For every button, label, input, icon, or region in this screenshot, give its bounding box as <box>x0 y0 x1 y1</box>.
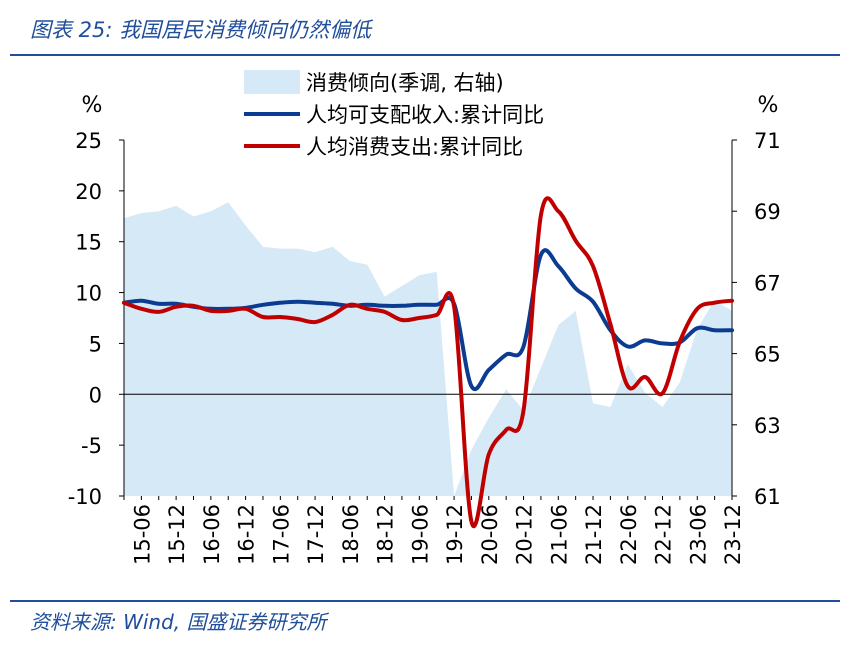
right-tick-label: 67 <box>754 271 781 295</box>
right-tick-label: 65 <box>754 343 781 367</box>
right-tick-label: 61 <box>754 485 781 509</box>
left-tick-label: 20 <box>75 180 102 204</box>
left-tick-label: -5 <box>81 434 102 458</box>
x-tick-label: 23-12 <box>721 504 745 565</box>
right-tick-label: 71 <box>754 129 781 153</box>
x-tick-label: 22-12 <box>652 504 676 565</box>
left-tick-label: 15 <box>75 231 102 255</box>
right-tick-label: 63 <box>754 414 781 438</box>
right-tick-label: 69 <box>754 200 781 224</box>
x-tick-label: 23-06 <box>686 504 710 565</box>
legend-label: 消费倾向(季调, 右轴) <box>306 71 504 95</box>
source-note: 资料来源: Wind, 国盛证券研究所 <box>30 610 327 634</box>
x-tick-label: 18-06 <box>339 504 363 565</box>
x-tick-label: 20-12 <box>513 504 537 565</box>
x-tick-label: 16-12 <box>235 504 259 565</box>
x-tick-label: 21-12 <box>582 504 606 565</box>
x-tick-label: 15-06 <box>130 504 154 565</box>
line-series-1 <box>122 248 734 391</box>
x-tick-label: 21-06 <box>547 504 571 565</box>
axes-layer: 25 20 15 10 5 0 -5 -10 71 69 67 65 63 61 15-06 15-12 16-… <box>68 129 781 565</box>
title-divider <box>10 54 840 56</box>
left-tick-label: 5 <box>89 332 102 356</box>
x-tick-label: 22-06 <box>617 504 641 565</box>
left-axis-unit: % <box>82 93 103 118</box>
area-series-layer <box>124 202 732 497</box>
right-axis-unit: % <box>758 93 779 118</box>
line-series-layer <box>122 196 734 528</box>
figure-title: 图表 25: 我国居民消费倾向仍然偏低 <box>30 18 372 42</box>
legend-label: 人均可支配收入:累计同比 <box>306 103 544 127</box>
x-tick-label: 20-06 <box>478 504 502 565</box>
legend-label: 人均消费支出:累计同比 <box>306 135 523 159</box>
x-tick-label: 18-12 <box>374 504 398 565</box>
left-tick-label: 25 <box>75 129 102 153</box>
area-series-0 <box>124 202 732 497</box>
left-tick-label: -10 <box>68 485 102 509</box>
legend-swatch-area <box>244 70 300 94</box>
source-divider <box>10 600 840 602</box>
left-tick-label: 10 <box>75 282 102 306</box>
left-tick-label: 0 <box>89 383 102 407</box>
x-tick-label: 17-06 <box>269 504 293 565</box>
chart: 25 20 15 10 5 0 -5 -10 71 69 67 65 63 61 15-06 15-12 16-… <box>68 70 781 565</box>
x-tick-label: 19-06 <box>408 504 432 565</box>
line-series-2 <box>122 196 734 528</box>
x-tick-label: 19-12 <box>443 504 467 565</box>
x-tick-label: 16-06 <box>200 504 224 565</box>
x-tick-label: 15-12 <box>165 504 189 565</box>
x-tick-label: 17-12 <box>304 504 328 565</box>
